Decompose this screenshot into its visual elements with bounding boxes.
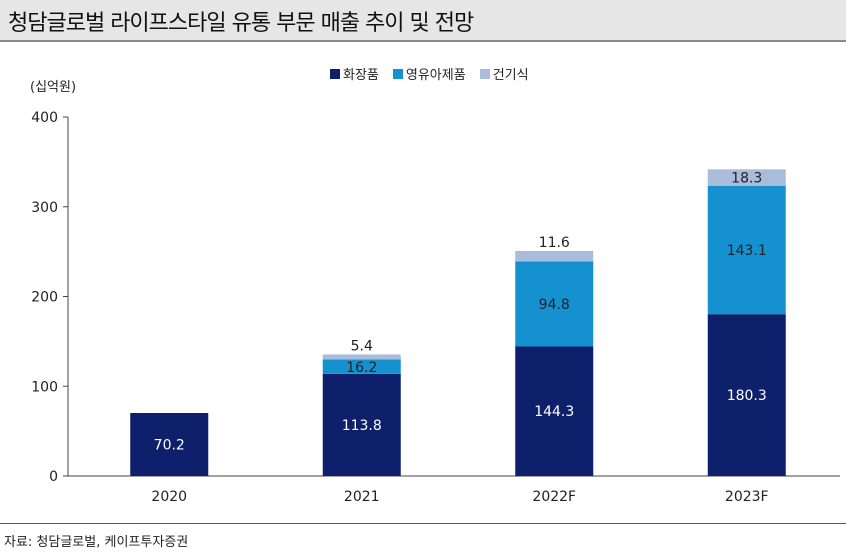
bar-segment [515, 261, 594, 347]
legend-item: 영유아제품 [392, 64, 466, 83]
bar-segment [322, 359, 401, 374]
x-tick-label: 2022F [532, 489, 576, 505]
bar-segment [322, 354, 401, 360]
y-tick-label: 300 [31, 200, 58, 216]
legend-item: 건기식 [479, 64, 529, 83]
bar-segment [515, 250, 594, 262]
chart-title: 청담글로벌 라이프스타일 유통 부문 매출 추이 및 전망 [8, 11, 474, 36]
data-label: 11.6 [539, 235, 570, 251]
plot-area: 0 100 200 300 400 2020 70.2 2021 113.8 16.2 5.4 202… [31, 110, 840, 505]
legend-swatch [330, 68, 340, 79]
bar-segment [707, 185, 786, 315]
data-label: 94.8 [539, 297, 570, 313]
bar-segment [130, 412, 209, 476]
legend-label: 건기식 [492, 68, 529, 83]
x-tick-label: 2021 [344, 489, 380, 505]
data-label: 144.3 [534, 404, 574, 420]
y-axis-unit: (십억원) [30, 80, 77, 95]
legend-item: 화장품 [330, 64, 379, 83]
bar-segment [515, 346, 594, 476]
data-label: 5.4 [351, 338, 373, 354]
y-tick-label: 100 [31, 379, 58, 395]
legend-label: 화장품 [343, 68, 379, 83]
bar-segment [707, 169, 786, 186]
data-label: 70.2 [154, 437, 185, 453]
divider [0, 523, 846, 524]
data-label: 113.8 [342, 418, 382, 434]
data-label: 180.3 [727, 388, 767, 404]
legend-swatch [479, 68, 490, 79]
x-tick-label: 2023F [725, 489, 769, 505]
source-note: 자료: 청담글로벌, 케이프투자증권 [4, 535, 189, 550]
bar-segment [707, 314, 786, 476]
legend-swatch [392, 68, 403, 79]
legend-label: 영유아제품 [405, 68, 466, 83]
data-label: 143.1 [727, 243, 767, 259]
x-tick-label: 2020 [151, 489, 187, 505]
bar-segment [322, 373, 401, 476]
data-label: 18.3 [731, 171, 762, 187]
data-label: 16.2 [346, 360, 377, 376]
title-bar: 청담글로벌 라이프스타일 유통 부문 매출 추이 및 전망 [0, 0, 846, 42]
legend: 화장품 영유아제품 건기식 [330, 64, 529, 83]
y-tick-label: 0 [49, 469, 58, 485]
y-tick-label: 400 [31, 110, 58, 126]
y-tick-label: 200 [31, 290, 58, 306]
